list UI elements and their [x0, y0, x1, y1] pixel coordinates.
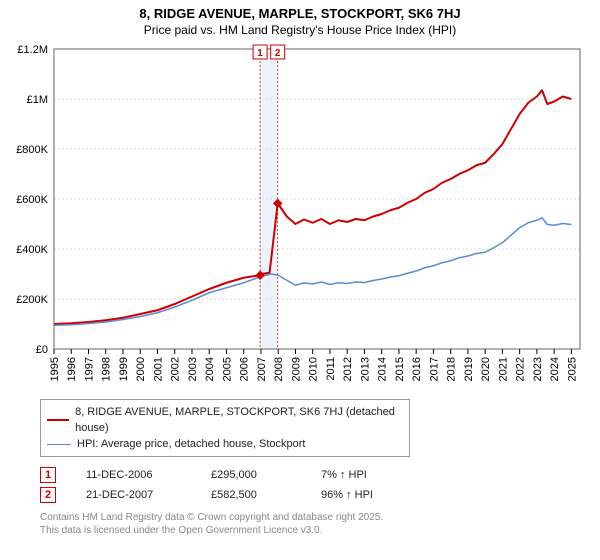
sales-row: 2 21-DEC-2007 £582,500 96% ↑ HPI: [40, 485, 590, 505]
sale-price: £295,000: [211, 469, 291, 481]
svg-text:2010: 2010: [308, 357, 320, 381]
svg-text:2003: 2003: [187, 357, 199, 381]
svg-text:£1.2M: £1.2M: [17, 44, 48, 56]
legend-label: HPI: Average price, detached house, Stoc…: [77, 436, 306, 452]
svg-text:2014: 2014: [377, 357, 389, 381]
svg-text:2024: 2024: [549, 357, 561, 381]
svg-text:2005: 2005: [221, 357, 233, 381]
legend-row: HPI: Average price, detached house, Stoc…: [47, 436, 403, 452]
svg-text:2002: 2002: [170, 357, 182, 381]
sale-delta: 7% ↑ HPI: [321, 469, 367, 481]
svg-text:2021: 2021: [497, 357, 509, 381]
svg-text:2009: 2009: [290, 357, 302, 381]
svg-text:2016: 2016: [411, 357, 423, 381]
svg-text:£0: £0: [36, 344, 48, 356]
title-main: 8, RIDGE AVENUE, MARPLE, STOCKPORT, SK6 …: [0, 6, 600, 21]
svg-text:2000: 2000: [135, 357, 147, 381]
svg-text:2001: 2001: [152, 357, 164, 381]
svg-text:2017: 2017: [428, 357, 440, 381]
svg-text:£800K: £800K: [16, 144, 48, 156]
footer-line-1: Contains HM Land Registry data © Crown c…: [40, 511, 590, 524]
legend-row: 8, RIDGE AVENUE, MARPLE, STOCKPORT, SK6 …: [47, 404, 403, 436]
legend-swatch: [47, 444, 71, 445]
legend-label: 8, RIDGE AVENUE, MARPLE, STOCKPORT, SK6 …: [75, 404, 403, 436]
svg-text:1995: 1995: [49, 357, 61, 381]
svg-text:2013: 2013: [359, 357, 371, 381]
svg-text:2: 2: [275, 48, 281, 59]
svg-text:1996: 1996: [66, 357, 78, 381]
sales-table: 1 11-DEC-2006 £295,000 7% ↑ HPI 2 21-DEC-2007…: [40, 465, 590, 505]
svg-text:2025: 2025: [566, 357, 578, 381]
svg-text:£200K: £200K: [16, 294, 48, 306]
svg-text:2022: 2022: [515, 357, 527, 381]
svg-text:1: 1: [257, 48, 263, 59]
chart-svg: £0 £200K £400K £600K £800K £1M £1.2M 1995 1996 19…: [10, 41, 590, 391]
legend: 8, RIDGE AVENUE, MARPLE, STOCKPORT, SK6 …: [40, 399, 410, 457]
chart-container: 8, RIDGE AVENUE, MARPLE, STOCKPORT, SK6 …: [0, 0, 600, 537]
svg-text:£600K: £600K: [16, 194, 48, 206]
svg-text:1999: 1999: [118, 357, 130, 381]
sale-marker-icon: 1: [40, 467, 56, 483]
svg-text:2023: 2023: [532, 357, 544, 381]
svg-text:2011: 2011: [325, 357, 337, 381]
sale-price: £582,500: [211, 489, 291, 501]
svg-text:2015: 2015: [394, 357, 406, 381]
svg-text:£1M: £1M: [27, 94, 48, 106]
sale-delta: 96% ↑ HPI: [321, 489, 373, 501]
title-block: 8, RIDGE AVENUE, MARPLE, STOCKPORT, SK6 …: [0, 0, 600, 37]
svg-text:2018: 2018: [446, 357, 458, 381]
svg-text:£400K: £400K: [16, 244, 48, 256]
footer: Contains HM Land Registry data © Crown c…: [40, 511, 590, 537]
svg-text:1998: 1998: [101, 357, 113, 381]
svg-text:2006: 2006: [239, 357, 251, 381]
svg-text:1997: 1997: [83, 357, 95, 381]
svg-text:2019: 2019: [463, 357, 475, 381]
footer-line-2: This data is licensed under the Open Gov…: [40, 524, 590, 537]
sale-marker-icon: 2: [40, 487, 56, 503]
legend-swatch: [47, 419, 69, 421]
svg-text:2008: 2008: [273, 357, 285, 381]
sale-date: 11-DEC-2006: [86, 469, 181, 481]
svg-text:2004: 2004: [204, 357, 216, 381]
svg-text:2020: 2020: [480, 357, 492, 381]
sales-row: 1 11-DEC-2006 £295,000 7% ↑ HPI: [40, 465, 590, 485]
chart-area: £0 £200K £400K £600K £800K £1M £1.2M 1995 1996 19…: [10, 41, 590, 391]
sale-date: 21-DEC-2007: [86, 489, 181, 501]
svg-text:2007: 2007: [256, 357, 268, 381]
svg-text:2012: 2012: [342, 357, 354, 381]
title-sub: Price paid vs. HM Land Registry's House …: [0, 23, 600, 37]
